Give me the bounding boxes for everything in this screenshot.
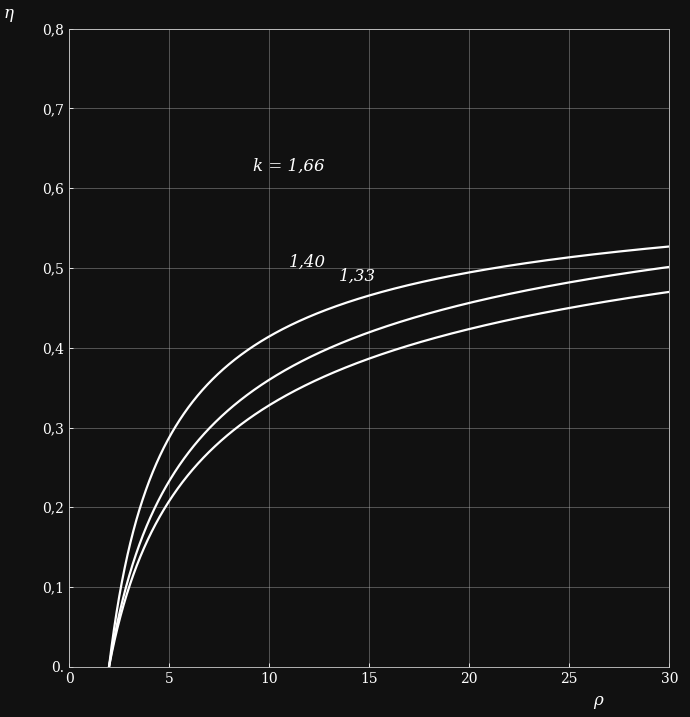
Text: η: η xyxy=(4,5,14,22)
Text: 1,33: 1,33 xyxy=(339,267,376,285)
Text: 1,40: 1,40 xyxy=(289,253,326,270)
Text: ρ: ρ xyxy=(593,692,603,709)
Text: k = 1,66: k = 1,66 xyxy=(253,158,325,175)
